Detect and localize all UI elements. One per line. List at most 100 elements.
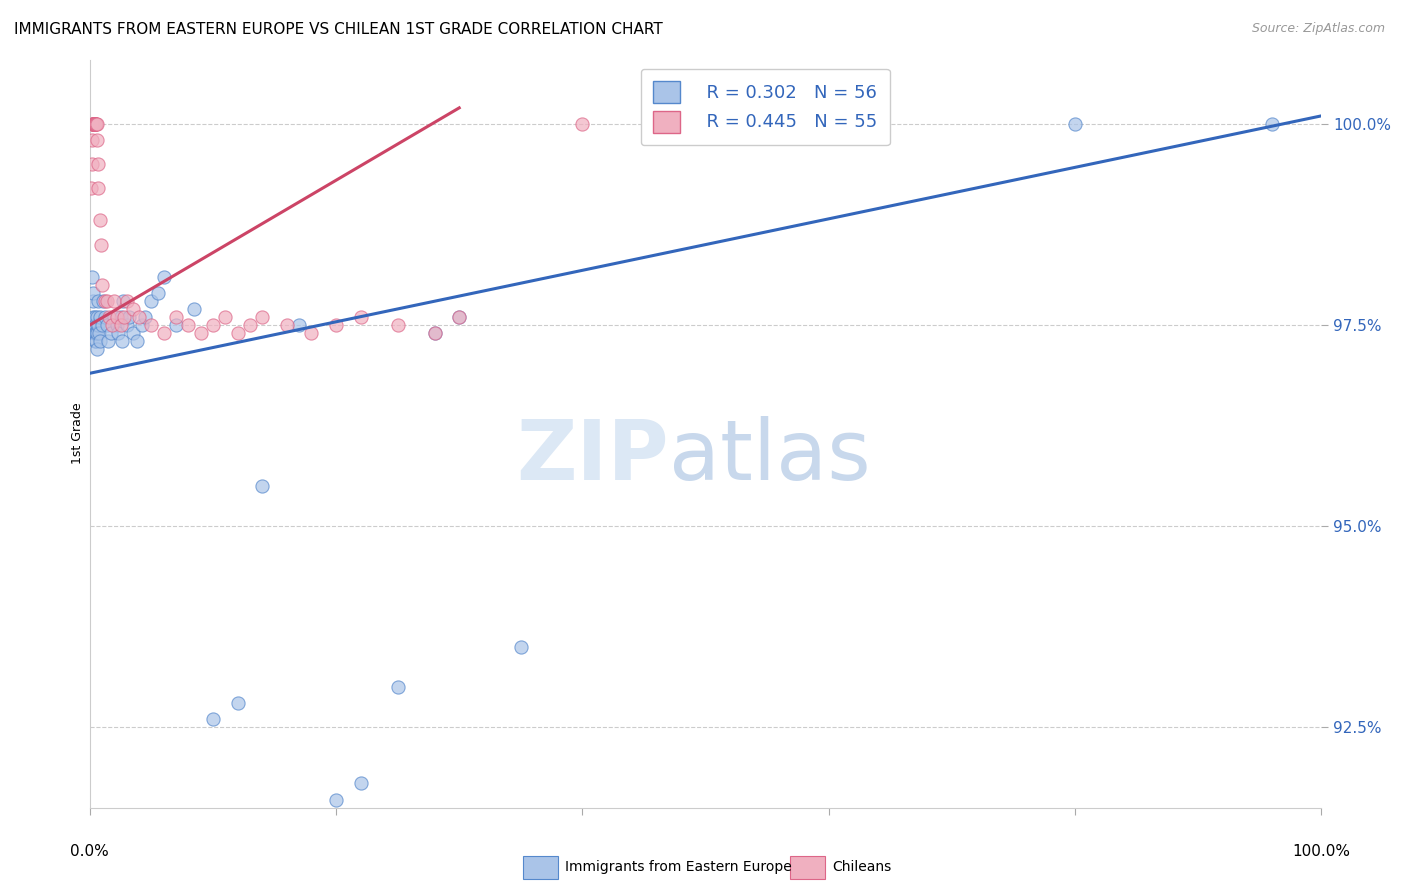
Point bbox=[134, 310, 156, 324]
Point bbox=[325, 318, 347, 332]
Point bbox=[125, 334, 148, 348]
Point bbox=[1261, 117, 1284, 131]
Text: Chileans: Chileans bbox=[832, 861, 891, 874]
Point bbox=[87, 293, 110, 308]
Point bbox=[87, 326, 110, 340]
Point bbox=[201, 318, 224, 332]
Point bbox=[83, 318, 105, 332]
Point bbox=[449, 310, 471, 324]
Point bbox=[87, 181, 110, 195]
Point bbox=[83, 117, 105, 131]
Point bbox=[82, 133, 104, 147]
Point bbox=[350, 310, 373, 324]
Point bbox=[695, 117, 717, 131]
Point bbox=[86, 133, 108, 147]
Point bbox=[86, 117, 108, 131]
Point bbox=[83, 326, 105, 340]
Point bbox=[115, 318, 138, 332]
Point bbox=[325, 792, 347, 806]
Point bbox=[82, 285, 104, 300]
Point bbox=[96, 318, 118, 332]
Point bbox=[509, 640, 531, 654]
Point bbox=[91, 293, 114, 308]
Point bbox=[82, 293, 104, 308]
Point bbox=[115, 293, 138, 308]
Point bbox=[82, 117, 104, 131]
Point bbox=[84, 117, 107, 131]
Point bbox=[91, 318, 114, 332]
Point bbox=[84, 117, 107, 131]
Point bbox=[84, 117, 107, 131]
Point bbox=[86, 318, 108, 332]
Point bbox=[214, 310, 236, 324]
Point bbox=[105, 310, 128, 324]
Point bbox=[387, 318, 409, 332]
Point bbox=[82, 310, 104, 324]
Point bbox=[83, 117, 105, 131]
Point bbox=[103, 293, 125, 308]
Point bbox=[86, 326, 108, 340]
Point bbox=[98, 310, 121, 324]
Point bbox=[423, 326, 446, 340]
Point bbox=[165, 310, 187, 324]
Point bbox=[152, 269, 174, 284]
Point bbox=[165, 318, 187, 332]
Point bbox=[100, 326, 122, 340]
Point bbox=[152, 326, 174, 340]
Point bbox=[122, 301, 145, 316]
Point bbox=[250, 479, 273, 493]
Point bbox=[201, 712, 224, 726]
Point bbox=[82, 117, 104, 131]
Point bbox=[82, 117, 104, 131]
Point bbox=[96, 293, 118, 308]
Point bbox=[87, 318, 110, 332]
Point bbox=[82, 117, 104, 131]
Point bbox=[83, 318, 105, 332]
Point bbox=[183, 301, 205, 316]
Point bbox=[131, 318, 153, 332]
Point bbox=[89, 334, 111, 348]
Point bbox=[288, 318, 311, 332]
Point bbox=[84, 326, 107, 340]
Point bbox=[105, 318, 128, 332]
Text: Source: ZipAtlas.com: Source: ZipAtlas.com bbox=[1251, 22, 1385, 36]
Text: atlas: atlas bbox=[669, 416, 870, 497]
Point bbox=[83, 334, 105, 348]
Point bbox=[107, 326, 129, 340]
Point bbox=[110, 310, 132, 324]
Point bbox=[91, 277, 114, 292]
Point bbox=[122, 326, 145, 340]
Point bbox=[93, 310, 115, 324]
Point bbox=[82, 269, 104, 284]
Point bbox=[111, 334, 134, 348]
Point bbox=[571, 117, 593, 131]
Point bbox=[83, 117, 105, 131]
Point bbox=[84, 326, 107, 340]
Point bbox=[110, 318, 132, 332]
Point bbox=[103, 310, 125, 324]
Point bbox=[250, 310, 273, 324]
Text: 0.0%: 0.0% bbox=[70, 845, 110, 859]
Point bbox=[80, 181, 103, 195]
Point bbox=[89, 310, 111, 324]
Point bbox=[177, 318, 200, 332]
Point bbox=[146, 285, 169, 300]
Point bbox=[80, 157, 103, 171]
Point bbox=[84, 310, 107, 324]
Point bbox=[86, 310, 108, 324]
Point bbox=[423, 326, 446, 340]
Point bbox=[82, 117, 104, 131]
Point bbox=[141, 293, 163, 308]
Point bbox=[128, 310, 150, 324]
Point bbox=[112, 310, 135, 324]
Point bbox=[350, 776, 373, 790]
Point bbox=[449, 310, 471, 324]
Text: ZIP: ZIP bbox=[516, 416, 669, 497]
Point bbox=[101, 318, 124, 332]
Point bbox=[112, 293, 135, 308]
Point bbox=[84, 117, 107, 131]
Point bbox=[1064, 117, 1087, 131]
Text: Immigrants from Eastern Europe: Immigrants from Eastern Europe bbox=[565, 861, 792, 874]
Point bbox=[83, 117, 105, 131]
Point bbox=[226, 696, 249, 710]
